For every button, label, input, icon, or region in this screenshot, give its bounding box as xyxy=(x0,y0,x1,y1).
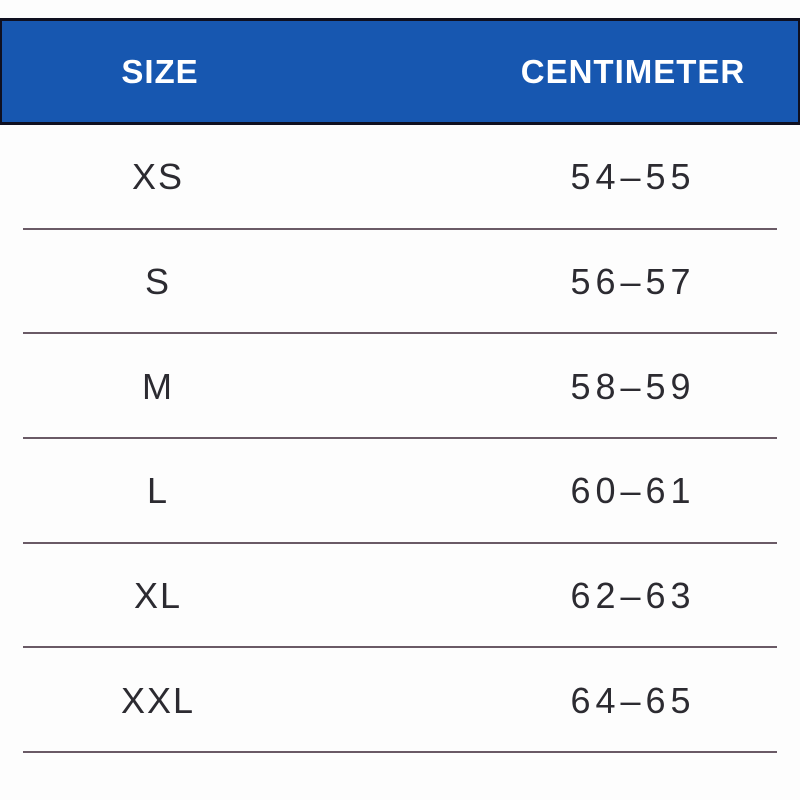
table-header: SIZE CENTIMETER xyxy=(0,18,800,125)
table-body: XS 54–55 S 56–57 M 58–59 L 60–61 XL 62–6… xyxy=(0,125,800,753)
size-cell: XL xyxy=(133,575,183,617)
size-cell: S xyxy=(144,261,171,302)
size-cell: XS xyxy=(131,156,185,198)
centimeter-cell: 56–57 xyxy=(570,261,696,302)
centimeter-cell: 54–55 xyxy=(570,156,696,198)
table-row: XXL 64–65 xyxy=(0,648,800,753)
centimeter-cell: 64–65 xyxy=(570,679,696,721)
size-cell: M xyxy=(142,365,174,407)
table-row: XL 62–63 xyxy=(0,544,800,649)
column-header-centimeter: CENTIMETER xyxy=(520,52,746,90)
centimeter-cell: 60–61 xyxy=(570,470,696,512)
centimeter-cell: 58–59 xyxy=(570,365,696,407)
column-header-size: SIZE xyxy=(121,52,199,90)
size-cell: L xyxy=(146,470,170,512)
table-row: M 58–59 xyxy=(0,334,800,439)
centimeter-cell: 62–63 xyxy=(570,575,696,617)
table-row: XS 54–55 xyxy=(0,125,800,230)
table-row: L 60–61 xyxy=(0,439,800,544)
size-cell: XXL xyxy=(120,679,196,721)
table-row: S 56–57 xyxy=(0,230,800,335)
